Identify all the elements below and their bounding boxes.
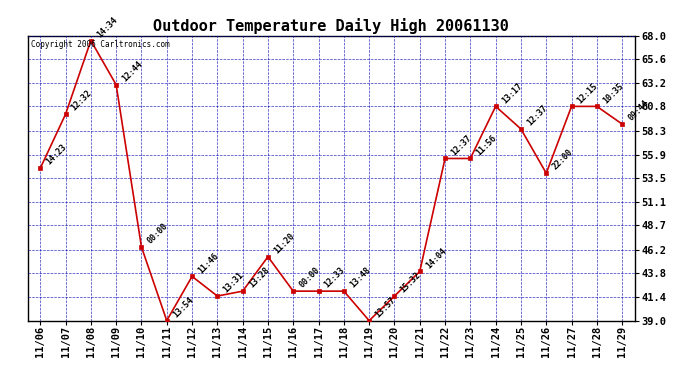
Text: 12:15: 12:15: [575, 81, 600, 105]
Text: 12:33: 12:33: [323, 266, 347, 290]
Text: Copyright 2006 Carltronics.com: Copyright 2006 Carltronics.com: [30, 40, 169, 49]
Text: 15:32: 15:32: [399, 271, 423, 295]
Text: 13:17: 13:17: [500, 81, 524, 105]
Text: 10:35: 10:35: [601, 81, 625, 105]
Text: 22:00: 22:00: [551, 148, 575, 172]
Text: 09:44: 09:44: [627, 99, 651, 123]
Text: 11:20: 11:20: [272, 231, 296, 255]
Text: 12:37: 12:37: [449, 133, 473, 157]
Text: 12:44: 12:44: [120, 59, 144, 83]
Text: 13:28: 13:28: [247, 266, 271, 290]
Text: 13:57: 13:57: [373, 295, 397, 319]
Text: 14:04: 14:04: [424, 246, 448, 270]
Text: 14:34: 14:34: [95, 15, 119, 39]
Text: 11:56: 11:56: [475, 133, 499, 157]
Text: 12:32: 12:32: [70, 89, 94, 113]
Text: 00:00: 00:00: [297, 266, 322, 290]
Text: 00:00: 00:00: [146, 222, 170, 246]
Text: 11:46: 11:46: [196, 251, 220, 275]
Text: 12:37: 12:37: [525, 104, 549, 128]
Title: Outdoor Temperature Daily High 20061130: Outdoor Temperature Daily High 20061130: [153, 18, 509, 34]
Text: 13:31: 13:31: [221, 271, 246, 295]
Text: 13:48: 13:48: [348, 266, 372, 290]
Text: 14:23: 14:23: [44, 143, 68, 167]
Text: 13:54: 13:54: [171, 295, 195, 319]
